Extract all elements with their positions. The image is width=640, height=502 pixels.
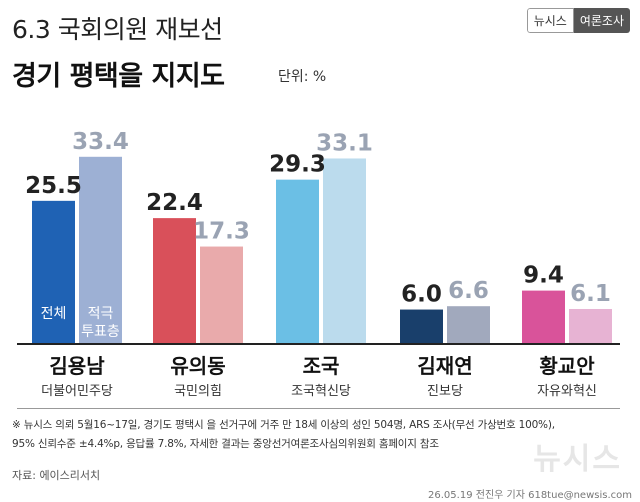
survey-note-line2: 95% 신뢰수준 ±4.4%p, 응답률 7.8%, 자세한 결과는 중앙선거여… [12,438,439,450]
bar-overall-4 [400,309,443,343]
candidate-name-4: 김재연 [417,354,473,378]
bar-overall-1 [32,200,75,343]
value-label-overall-5: 9.4 [523,263,564,289]
footer-divider [17,408,620,409]
candidate-name-2: 유의동 [170,354,226,378]
bar-overall-5 [522,290,565,343]
party-name-2: 국민의힘 [174,384,222,399]
data-source: 자료: 에이스리서치 [12,469,101,482]
legend-label-active-line1: 적극 [88,306,114,322]
bar-overall-3 [276,179,319,343]
party-name-1: 더불어민주당 [41,384,113,399]
value-label-active-4: 6.6 [448,278,489,304]
party-name-4: 진보당 [427,384,463,399]
bar-active-4 [447,306,490,343]
brand-badge: 뉴시스 여론조사 [526,8,630,33]
value-label-overall-3: 29.3 [269,152,326,178]
chart-title: 경기 평택을 지지도 [12,61,225,92]
candidate-name-3: 조국 [302,354,340,378]
legend-label-overall: 전체 [41,306,67,322]
value-label-active-1: 33.4 [72,129,129,155]
party-name-3: 조국혁신당 [291,384,351,399]
brand-section: 여론조사 [573,8,630,33]
bar-active-2 [200,246,243,343]
value-label-overall-2: 22.4 [146,190,203,216]
legend-label-active-line2: 투표층 [81,324,120,340]
party-name-5: 자유와혁신 [537,384,597,399]
bar-overall-2 [153,218,196,343]
bar-active-3 [323,158,366,343]
value-label-overall-4: 6.0 [401,282,442,308]
value-label-active-5: 6.1 [570,281,611,307]
survey-note-line1: ※ 뉴시스 의뢰 5월16~17일, 경기도 평택시 을 선거구에 거주 만 1… [12,419,555,431]
candidate-name-5: 황교안 [539,354,595,378]
unit-label: 단위: % [278,69,327,85]
chart-baseline [17,343,620,345]
value-label-active-3: 33.1 [316,130,373,156]
value-label-active-2: 17.3 [193,219,250,245]
brand-name: 뉴시스 [526,8,574,33]
bar-active-1 [79,156,122,343]
candidate-name-1: 김용남 [49,354,105,378]
chart-title-line1: 6.3 국회의원 재보선 [12,15,223,44]
watermark-logo: 뉴시스 [533,442,622,477]
bar-active-5 [569,308,612,343]
reporter-credit: 26.05.19 전진우 기자 618tue@newsis.com [428,490,632,501]
value-label-overall-1: 25.5 [25,173,82,199]
